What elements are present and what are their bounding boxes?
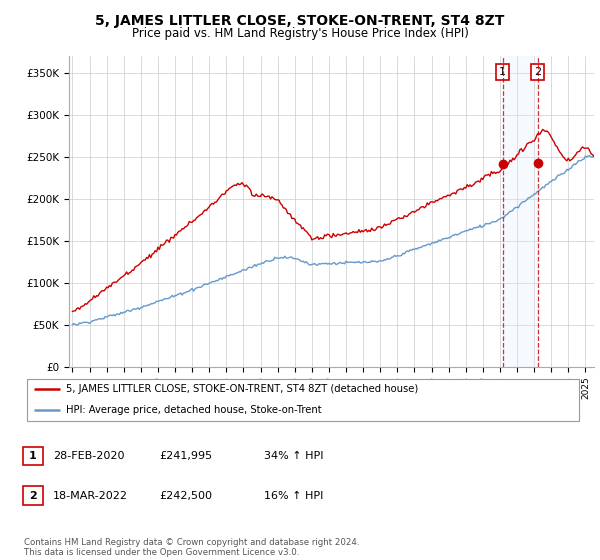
Text: 1: 1 (499, 67, 506, 77)
Text: 34% ↑ HPI: 34% ↑ HPI (264, 451, 323, 461)
Text: 28-FEB-2020: 28-FEB-2020 (53, 451, 124, 461)
Text: Price paid vs. HM Land Registry's House Price Index (HPI): Price paid vs. HM Land Registry's House … (131, 27, 469, 40)
Text: 18-MAR-2022: 18-MAR-2022 (53, 491, 128, 501)
Text: 5, JAMES LITTLER CLOSE, STOKE-ON-TRENT, ST4 8ZT (detached house): 5, JAMES LITTLER CLOSE, STOKE-ON-TRENT, … (66, 384, 418, 394)
Text: £242,500: £242,500 (159, 491, 212, 501)
Bar (503, 56, 538, 367)
Text: 5, JAMES LITTLER CLOSE, STOKE-ON-TRENT, ST4 8ZT: 5, JAMES LITTLER CLOSE, STOKE-ON-TRENT, … (95, 14, 505, 28)
FancyBboxPatch shape (27, 379, 579, 421)
Text: Contains HM Land Registry data © Crown copyright and database right 2024.
This d: Contains HM Land Registry data © Crown c… (24, 538, 359, 557)
Text: 2: 2 (534, 67, 541, 77)
Text: 1: 1 (29, 451, 37, 461)
Text: 16% ↑ HPI: 16% ↑ HPI (264, 491, 323, 501)
Text: 2: 2 (29, 491, 37, 501)
Text: HPI: Average price, detached house, Stoke-on-Trent: HPI: Average price, detached house, Stok… (66, 405, 322, 416)
Text: £241,995: £241,995 (159, 451, 212, 461)
